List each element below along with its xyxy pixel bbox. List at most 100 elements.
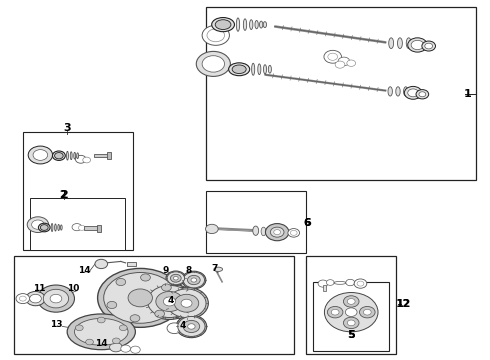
Ellipse shape: [258, 64, 261, 75]
Text: 3: 3: [63, 123, 71, 133]
Ellipse shape: [104, 273, 177, 323]
Text: 4: 4: [180, 321, 186, 330]
Bar: [206, 191, 306, 253]
Ellipse shape: [74, 319, 128, 345]
Circle shape: [171, 274, 181, 282]
Circle shape: [324, 50, 342, 63]
Circle shape: [318, 280, 328, 287]
Text: 2: 2: [60, 190, 68, 200]
Text: 6: 6: [303, 218, 310, 228]
Circle shape: [165, 287, 208, 319]
Circle shape: [357, 281, 364, 286]
Circle shape: [20, 296, 26, 301]
Circle shape: [121, 345, 130, 352]
Ellipse shape: [98, 269, 183, 327]
Text: 12: 12: [396, 299, 410, 309]
Circle shape: [116, 278, 126, 285]
Circle shape: [167, 289, 206, 318]
Ellipse shape: [389, 38, 393, 49]
Circle shape: [266, 224, 289, 241]
Circle shape: [176, 315, 207, 338]
Circle shape: [178, 316, 205, 337]
Circle shape: [120, 325, 127, 330]
Circle shape: [183, 320, 200, 333]
Ellipse shape: [38, 223, 50, 232]
Circle shape: [33, 150, 48, 160]
Circle shape: [326, 280, 334, 285]
Ellipse shape: [60, 225, 62, 230]
Circle shape: [37, 285, 74, 312]
Circle shape: [107, 301, 117, 309]
Circle shape: [338, 57, 350, 66]
Text: 2: 2: [59, 190, 66, 200]
Circle shape: [155, 310, 165, 317]
Circle shape: [202, 25, 229, 45]
Circle shape: [360, 306, 375, 318]
Ellipse shape: [212, 18, 234, 32]
Text: 1: 1: [464, 89, 471, 99]
Circle shape: [75, 156, 86, 163]
Bar: [14, 256, 294, 354]
Circle shape: [128, 289, 152, 307]
Circle shape: [167, 272, 185, 285]
Circle shape: [75, 325, 83, 330]
Ellipse shape: [388, 87, 392, 96]
Circle shape: [347, 60, 356, 66]
Circle shape: [346, 279, 355, 286]
Circle shape: [343, 317, 359, 329]
Text: 13: 13: [49, 320, 62, 329]
Ellipse shape: [260, 21, 263, 28]
Circle shape: [408, 38, 427, 52]
Bar: [107, 152, 111, 159]
Ellipse shape: [396, 87, 400, 96]
Ellipse shape: [58, 225, 59, 230]
Text: 8: 8: [185, 266, 192, 275]
Ellipse shape: [54, 224, 56, 231]
Ellipse shape: [252, 63, 255, 75]
Text: 4: 4: [168, 296, 174, 305]
Circle shape: [331, 309, 339, 315]
Circle shape: [147, 285, 192, 318]
Circle shape: [191, 278, 196, 282]
Circle shape: [182, 271, 206, 289]
Bar: [206, 7, 476, 180]
Circle shape: [16, 294, 30, 303]
Circle shape: [328, 53, 338, 60]
Circle shape: [202, 56, 224, 72]
Ellipse shape: [214, 267, 222, 271]
Bar: [30, 198, 124, 249]
Circle shape: [72, 224, 82, 231]
Ellipse shape: [406, 38, 411, 49]
Circle shape: [364, 309, 371, 315]
Ellipse shape: [334, 282, 346, 284]
Circle shape: [288, 229, 299, 237]
Text: 11: 11: [33, 284, 45, 293]
Circle shape: [112, 338, 120, 344]
Circle shape: [425, 43, 433, 49]
Bar: [313, 282, 389, 351]
Circle shape: [110, 342, 122, 352]
Circle shape: [196, 51, 230, 76]
Bar: [127, 262, 136, 266]
Circle shape: [408, 89, 418, 97]
Circle shape: [411, 40, 424, 50]
Circle shape: [27, 217, 49, 233]
Circle shape: [207, 29, 224, 42]
Ellipse shape: [255, 21, 258, 29]
Ellipse shape: [397, 38, 402, 49]
Circle shape: [419, 92, 426, 97]
Circle shape: [145, 283, 194, 319]
Ellipse shape: [215, 20, 231, 30]
Circle shape: [327, 306, 343, 318]
Ellipse shape: [40, 225, 48, 230]
Circle shape: [347, 320, 355, 326]
Ellipse shape: [261, 227, 266, 236]
Circle shape: [162, 284, 172, 291]
Circle shape: [181, 299, 192, 307]
Circle shape: [141, 274, 150, 281]
Bar: [84, 226, 98, 230]
Text: 5: 5: [347, 330, 355, 341]
Circle shape: [324, 293, 378, 332]
Circle shape: [78, 225, 85, 230]
Circle shape: [174, 294, 199, 312]
